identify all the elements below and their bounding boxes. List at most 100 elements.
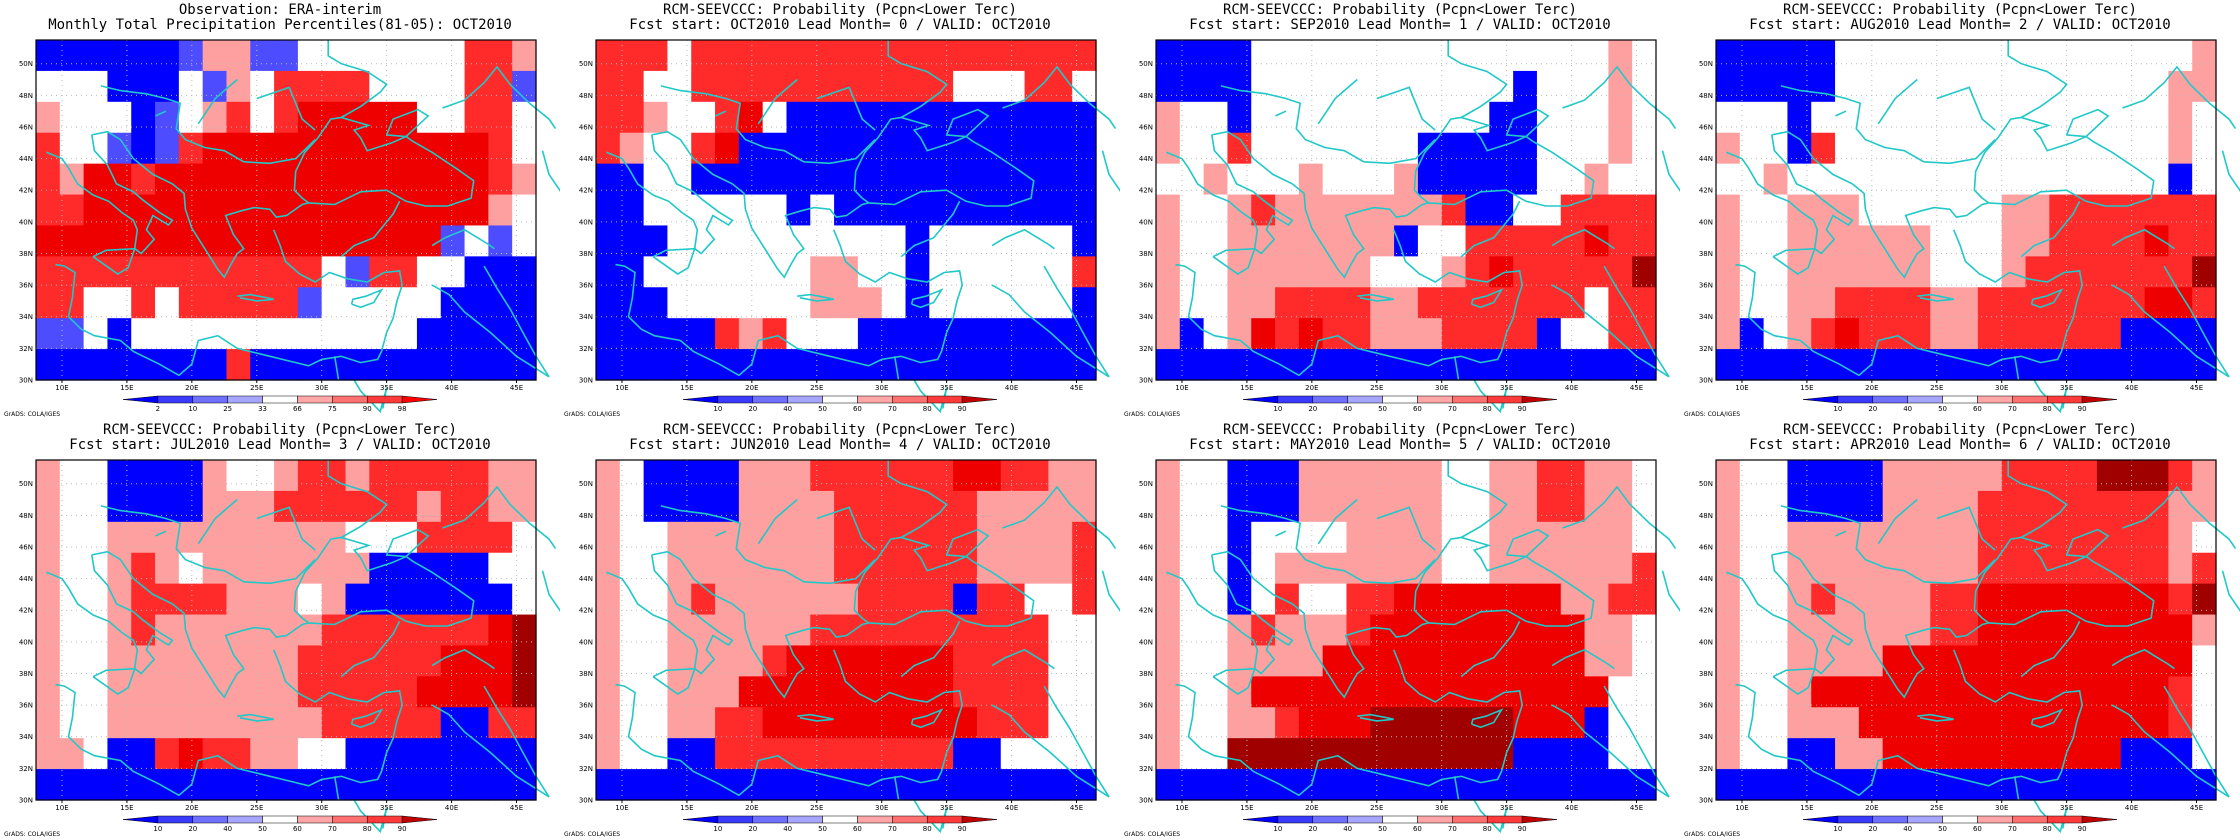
grid-cell [881, 769, 907, 801]
grid-cell [691, 349, 716, 381]
grid-cell [762, 614, 788, 647]
grid-cell [715, 318, 740, 350]
lat-tick-label: 40N [1139, 218, 1153, 226]
lon-tick-label: 25E [250, 384, 263, 392]
grid-cell [1072, 287, 1097, 319]
grid-cell [488, 583, 513, 616]
coastline [46, 554, 174, 675]
grid-cell [202, 490, 228, 523]
coastline [431, 704, 550, 798]
grads-credit: GrADS: COLA/IGES [1684, 411, 1740, 418]
colorbar-segment [262, 815, 298, 824]
grid-cell [1179, 101, 1205, 134]
grid-cell [250, 645, 275, 677]
lon-tick-label: 15E [680, 384, 693, 392]
lat-tick-label: 30N [579, 797, 593, 805]
grid-cell [488, 194, 513, 227]
coastline [2163, 265, 2230, 378]
grid-cell [1763, 163, 1789, 196]
grid-cell [131, 40, 156, 72]
grid-cell [1024, 460, 1049, 492]
grid-cell [488, 521, 513, 554]
grid-cell [643, 738, 669, 770]
grid-cell [810, 287, 835, 319]
grid-cell [2192, 521, 2217, 554]
map-plot: 10E 15E 20E 25E 30E 35E 40E 45E30N32N34N36N38N4… [1684, 39, 2240, 418]
grid-cell [810, 552, 835, 585]
grid-cell [1227, 460, 1252, 492]
lat-tick-label: 44N [19, 155, 33, 163]
grid-cell [1465, 349, 1490, 381]
grid-cell [1465, 738, 1490, 770]
map-frame [1155, 39, 1657, 381]
grid-cell [2120, 70, 2146, 103]
lat-tick-label: 36N [1699, 702, 1713, 710]
grid-cell [1465, 194, 1490, 227]
colorbar-segment [717, 395, 754, 404]
grid-cell [131, 738, 156, 770]
map-frame [35, 459, 537, 801]
grid-cell [345, 70, 370, 103]
grid-cell [1072, 676, 1097, 708]
lat-tick-label: 36N [1139, 702, 1153, 710]
grid-cell [2001, 645, 2027, 677]
grid-cell [155, 287, 180, 319]
grid-cell [1370, 583, 1395, 616]
grid-cell [321, 490, 347, 523]
coastline [1002, 485, 1117, 550]
grid-cell [1716, 256, 1741, 288]
grid-cell [1811, 287, 1836, 319]
grid-cell [2096, 287, 2122, 319]
map-plot: 10E 15E 20E 25E 30E 35E 40E 45E30N32N34N36N38N4… [4, 39, 560, 418]
grid-cell [929, 318, 954, 350]
coastline [293, 116, 475, 207]
grid-cell [1072, 490, 1097, 523]
grid-cell [2073, 256, 2098, 288]
grid-cell [1584, 676, 1609, 708]
grid-cell [905, 101, 930, 134]
coastline [197, 498, 238, 545]
grid-cell [440, 132, 466, 165]
colorbar-segment [787, 815, 823, 824]
coastline [1211, 130, 1429, 279]
grid-cell [131, 194, 156, 227]
coastline [615, 649, 964, 797]
grid-cell [1441, 676, 1467, 708]
lat-tick-label: 46N [1699, 123, 1713, 131]
grid-cell [155, 521, 180, 554]
grid-cell [1513, 40, 1538, 72]
grid-cell [1906, 521, 1931, 554]
grid-cell [297, 460, 323, 492]
grid-cell [393, 194, 418, 227]
grid-cell [786, 256, 811, 288]
grid-cell [1716, 552, 1741, 585]
coastline [1661, 570, 1680, 612]
grid-cell [416, 490, 442, 523]
grid-cell [1072, 552, 1097, 585]
coastline [2030, 708, 2064, 729]
grid-cell [1763, 256, 1789, 288]
grid-cell [1977, 40, 2003, 72]
lon-tick-label: 10E [615, 804, 628, 812]
grid-cell [107, 225, 132, 257]
coastline [2111, 704, 2230, 798]
grid-cell [321, 349, 347, 381]
grid-cell [178, 738, 204, 770]
grid-cell [2168, 70, 2193, 103]
grid-cell [1536, 287, 1562, 319]
grid-cell [1203, 163, 1229, 196]
grid-cell [1716, 194, 1741, 227]
grid-cell [786, 490, 811, 523]
coastline [431, 648, 495, 670]
grid-cell [226, 101, 251, 134]
grid-cell [83, 738, 109, 770]
colorbar-segment [1417, 395, 1453, 404]
grid-cell [976, 460, 1002, 492]
grid-cell [1560, 490, 1586, 523]
grid-cell [393, 318, 418, 350]
grid-cell [1179, 132, 1205, 165]
coastline [1661, 150, 1680, 192]
grid-cell [2025, 256, 2050, 288]
lon-tick-label: 45E [1630, 384, 1643, 392]
grid-cell [1513, 349, 1538, 381]
